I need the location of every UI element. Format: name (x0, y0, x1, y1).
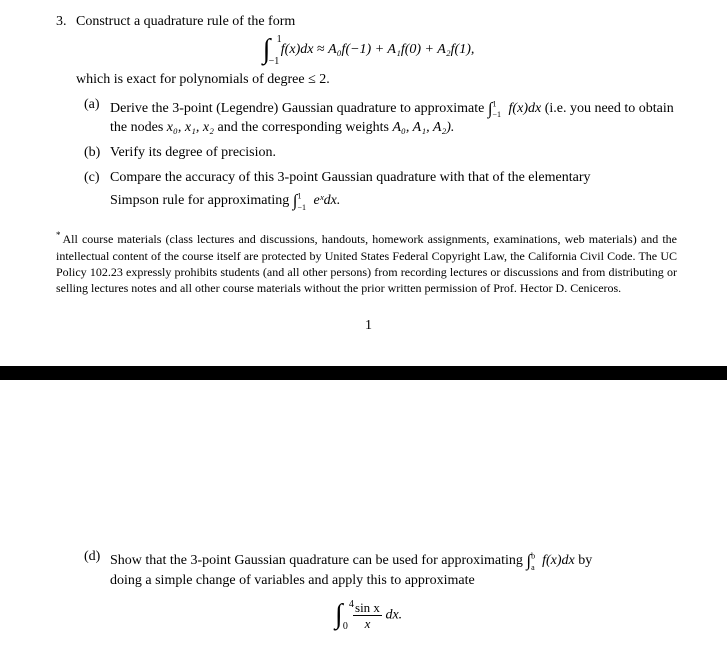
part-d-text1b: by (575, 553, 593, 568)
page-lower: (d) Show that the 3-point Gaussian quadr… (0, 548, 727, 661)
stem2-pre: which is exact for polynomials of degree (76, 72, 308, 87)
part-d: (d) Show that the 3-point Gaussian quadr… (84, 548, 681, 590)
problem-stem: Construct a quadrature rule of the form (76, 14, 295, 30)
int-d-upper: 4 (349, 601, 354, 608)
int-d-lower: 0 (343, 623, 348, 630)
part-c-int-lo: −1 (297, 203, 306, 212)
display-formula: ∫ 1 −1 f(x)dx ≈ A₀f(−1) + A₁f(0) + A₂f(1… (56, 40, 681, 60)
int-upper: 1 (277, 36, 282, 43)
page-break-bar (0, 366, 727, 380)
fraction: sin x x (353, 601, 382, 630)
problem-stem-cont: which is exact for polynomials of degree… (76, 72, 681, 88)
stem2-rel: ≤ 2. (308, 72, 330, 87)
part-d-int-lo: a (531, 563, 535, 572)
part-a-text1: Derive the 3-point (Legendre) Gaussian q… (110, 101, 488, 116)
problem-number: 3. (56, 14, 76, 30)
part-a-weights: A₀, A₁, A₂). (392, 120, 454, 135)
footnote-star: * (56, 230, 61, 240)
footnote-text: All course materials (class lectures and… (56, 232, 677, 295)
problem-header: 3. Construct a quadrature rule of the fo… (56, 14, 681, 30)
part-a-int-lo: −1 (493, 110, 502, 119)
integral-sign: ∫ 1 −1 (263, 40, 271, 60)
integral-sign-d: ∫ 4 0 (335, 605, 343, 625)
part-a-text3: and the corresponding weights (214, 120, 392, 135)
formula-rhs: A₀f(−1) + A₁f(0) + A₂f(1), (328, 42, 474, 57)
part-d-body: Show that the 3-point Gaussian quadratur… (110, 548, 681, 590)
part-a: (a) Derive the 3-point (Legendre) Gaussi… (84, 96, 681, 138)
part-c: (c) Compare the accuracy of this 3-point… (84, 169, 681, 211)
display-formula-d: ∫ 4 0 sin x x dx. (56, 601, 681, 630)
integrand: f(x)dx (281, 42, 314, 57)
part-c-text2: Simpson rule for approximating (110, 193, 293, 208)
part-d-label: (d) (84, 548, 110, 590)
part-a-integrand: f(x)dx (505, 101, 541, 116)
part-c-label: (c) (84, 169, 110, 211)
int-lower: −1 (269, 58, 280, 65)
part-b-label: (b) (84, 144, 110, 163)
footnote: *All course materials (class lectures an… (56, 229, 681, 296)
page-upper: 3. Construct a quadrature rule of the fo… (0, 0, 727, 354)
frac-num: sin x (353, 601, 382, 616)
part-a-int-up: 1 (493, 99, 497, 108)
part-c-int-up: 1 (297, 191, 301, 200)
part-a-paren: (i.e. you (541, 101, 591, 116)
part-a-label: (a) (84, 96, 110, 138)
part-d-int-up: b (531, 552, 535, 561)
inline-integral-icon: ∫ (488, 99, 493, 118)
page-gap (0, 380, 727, 540)
part-b: (b) Verify its degree of precision. (84, 144, 681, 163)
formula-d-trail: dx. (385, 607, 402, 622)
part-d-integrand: f(x)dx (539, 553, 575, 568)
part-d-text2: doing a simple change of variables and a… (110, 573, 475, 588)
part-c-integrand: eˣdx. (310, 193, 340, 208)
approx-sign: ≈ (317, 42, 325, 57)
part-c-text1: Compare the accuracy of this 3-point Gau… (110, 170, 591, 185)
part-b-body: Verify its degree of precision. (110, 144, 681, 163)
part-a-nodes: x₀, x₁, x₂ (167, 120, 214, 135)
part-d-text1: Show that the 3-point Gaussian quadratur… (110, 553, 526, 568)
page-number: 1 (56, 318, 681, 334)
sub-parts-cont: (d) Show that the 3-point Gaussian quadr… (84, 548, 681, 590)
part-c-body: Compare the accuracy of this 3-point Gau… (110, 169, 681, 211)
sub-parts: (a) Derive the 3-point (Legendre) Gaussi… (84, 96, 681, 212)
frac-den: x (353, 616, 382, 630)
part-a-body: Derive the 3-point (Legendre) Gaussian q… (110, 96, 681, 138)
